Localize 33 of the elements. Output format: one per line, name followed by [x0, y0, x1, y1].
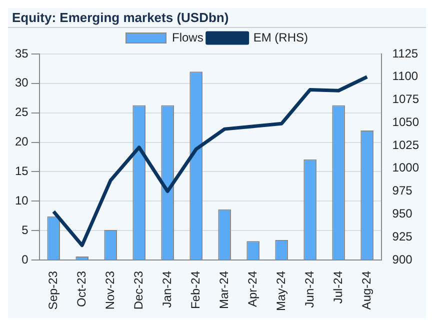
x-tick-label: Jan-24 [160, 270, 174, 308]
y2-tick-label: 1000 [392, 160, 420, 175]
x-tick-label: Jul-24 [330, 270, 345, 304]
y2-tick-label: 1125 [392, 46, 418, 60]
y-tick-label: 20 [14, 134, 29, 149]
x-tick-label: Oct-23 [74, 270, 88, 307]
y-tick-label: 30 [14, 76, 29, 90]
y2-tick-label: 1025 [392, 138, 420, 152]
y2-tick-label: 1050 [392, 114, 420, 129]
x-tick-label: Sep-23 [46, 270, 60, 310]
y2-tick-label: 975 [392, 184, 413, 198]
legend-label: EM (RHS) [253, 30, 308, 44]
x-tick-label: Nov-23 [102, 270, 117, 310]
y2-tick-label: 925 [392, 229, 413, 244]
x-tick-label: May-24 [274, 270, 288, 311]
y2-tick-label: 1075 [392, 92, 420, 106]
legend-label: Flows [172, 30, 204, 44]
x-tick-label: Aug-24 [359, 270, 374, 310]
x-tick-label: Mar-24 [216, 270, 231, 309]
chart-title: Equity: Emerging markets (USDbn) [8, 8, 426, 28]
y-tick-label: 10 [14, 193, 29, 208]
x-tick-label: Dec-23 [131, 270, 146, 310]
y-tick-label: 0 [22, 252, 29, 266]
y2-tick-label: 900 [392, 252, 413, 266]
y2-tick-label: 950 [392, 206, 413, 221]
y-tick-label: 25 [14, 105, 29, 120]
y-tick-label: 35 [14, 46, 29, 60]
x-tick-label: Feb-24 [188, 270, 202, 310]
y-tick-label: 5 [22, 222, 29, 237]
x-tick-label: Apr-24 [245, 270, 260, 308]
y2-tick-label: 1100 [392, 69, 418, 84]
y-tick-label: 15 [14, 164, 29, 178]
x-tick-label: Jun-24 [302, 270, 316, 308]
